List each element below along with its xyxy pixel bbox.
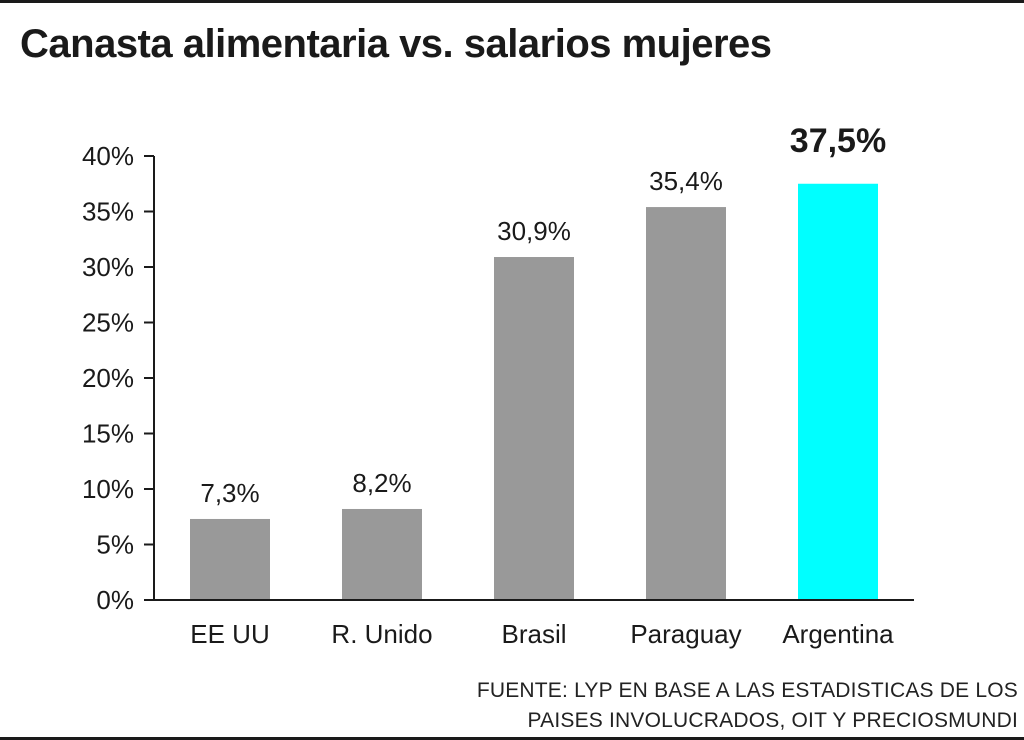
y-tick-label: 20% [82, 363, 134, 393]
x-tick-label: EE UU [190, 619, 269, 649]
bar [646, 207, 726, 600]
y-tick-label: 35% [82, 197, 134, 227]
value-label: 37,5% [790, 122, 886, 160]
source-line-1: FUENTE: LYP EN BASE A LAS ESTADISTICAS D… [476, 679, 1018, 702]
x-tick-label: R. Unido [331, 619, 432, 649]
x-tick-label: Paraguay [630, 619, 741, 649]
source-line-2: PAISES INVOLUCRADOS, OIT Y PRECIOSMUNDI [527, 709, 1018, 732]
bar [342, 508, 422, 600]
y-tick-label: 15% [82, 419, 134, 449]
x-tick-label: Brasil [501, 619, 566, 649]
y-tick-label: 10% [82, 474, 134, 504]
value-label: 35,4% [649, 166, 723, 196]
x-tick-label: Argentina [782, 619, 894, 649]
value-label: 7,3% [200, 478, 259, 508]
y-tick-label: 25% [82, 308, 134, 338]
y-tick-label: 5% [96, 530, 134, 560]
y-tick-label: 30% [82, 252, 134, 282]
chart-title: Canasta alimentaria vs. salarios mujeres [20, 22, 772, 66]
bar [494, 257, 574, 600]
bottom-border [0, 737, 1024, 740]
y-tick-label: 0% [96, 585, 134, 615]
top-border [0, 0, 1024, 3]
source-note: FUENTE: LYP EN BASE A LAS ESTADISTICAS D… [477, 676, 1018, 736]
bar [190, 518, 270, 600]
y-tick-label: 40% [82, 141, 134, 171]
value-label: 30,9% [497, 216, 571, 246]
value-label: 8,2% [352, 468, 411, 498]
bar-highlight [798, 183, 878, 600]
